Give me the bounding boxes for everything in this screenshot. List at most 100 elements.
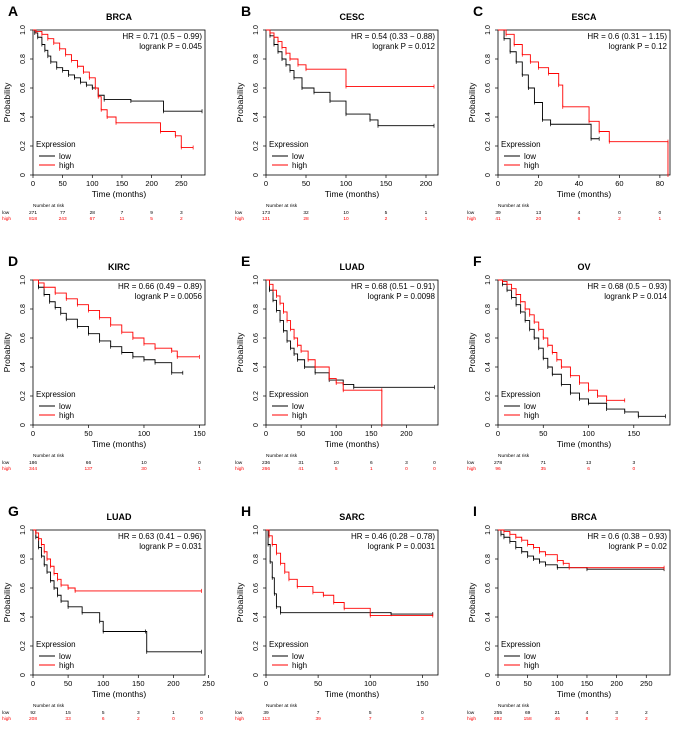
hr-text: HR = 0.68 (0.5 − 0.93) xyxy=(587,282,667,291)
legend-label-high: high xyxy=(524,411,539,420)
risk-count-high: 2 xyxy=(618,216,621,222)
risk-count-high: 2 xyxy=(137,716,140,722)
logrank-p-text: logrank P = 0.031 xyxy=(139,542,202,551)
logrank-p-text: logrank P = 0.014 xyxy=(604,292,667,301)
legend-label-high: high xyxy=(292,661,307,670)
legend-title: Expression xyxy=(269,390,309,399)
y-tick-label: 0 xyxy=(485,173,492,177)
x-axis-label: Time (months) xyxy=(92,439,147,449)
risk-count-low: 28 xyxy=(90,210,96,216)
risk-count-low: 6 xyxy=(370,460,373,466)
y-axis-label: Probability xyxy=(2,582,12,622)
x-axis-label: Time (months) xyxy=(325,439,380,449)
risk-count-high: 2 xyxy=(180,216,183,222)
y-tick-label: 0.8 xyxy=(20,554,27,564)
y-tick-label: 0.2 xyxy=(253,141,260,151)
x-tick-label: 0 xyxy=(496,179,500,188)
x-tick-label: 100 xyxy=(582,429,595,438)
risk-table-header: Number at risk xyxy=(266,703,298,709)
y-tick-label: 0.4 xyxy=(20,112,27,122)
risk-count-low: 5 xyxy=(102,710,105,716)
y-tick-label: 0.6 xyxy=(485,583,492,593)
risk-count-high: 33 xyxy=(65,716,71,722)
legend-label-low: low xyxy=(524,152,536,161)
risk-count-high: 10 xyxy=(343,216,349,222)
risk-count-high: 344 xyxy=(29,466,37,472)
x-tick-label: 150 xyxy=(193,429,206,438)
y-axis-label: Probability xyxy=(235,82,245,122)
y-tick-label: 0.2 xyxy=(20,141,27,151)
legend-title: Expression xyxy=(269,640,309,649)
risk-count-low: 3 xyxy=(615,710,618,716)
panel-letter: C xyxy=(473,3,483,19)
plot-frame xyxy=(497,529,671,676)
risk-count-high: 39 xyxy=(315,716,321,722)
x-tick-label: 200 xyxy=(167,679,180,688)
risk-row-label-high: high xyxy=(2,216,11,222)
x-tick-label: 50 xyxy=(314,679,322,688)
risk-count-high: 3 xyxy=(615,716,618,722)
risk-count-high: 46 xyxy=(555,716,561,722)
hr-text: HR = 0.68 (0.51 − 0.91) xyxy=(351,282,435,291)
risk-count-high: 67 xyxy=(90,216,96,222)
hr-text: HR = 0.54 (0.33 − 0.88) xyxy=(351,32,435,41)
risk-count-low: 66 xyxy=(86,460,92,466)
y-tick-label: 0.4 xyxy=(253,362,260,372)
y-tick-label: 0.2 xyxy=(485,391,492,401)
plot-frame xyxy=(497,279,671,426)
legend-label-low: low xyxy=(59,152,71,161)
risk-count-low: 3 xyxy=(632,460,635,466)
hr-text: HR = 0.71 (0.5 − 0.99) xyxy=(122,32,202,41)
km-curve-low xyxy=(266,29,434,127)
risk-count-low: 0 xyxy=(198,460,201,466)
km-curve-low xyxy=(498,29,600,140)
risk-row-label-high: high xyxy=(467,466,476,472)
x-tick-label: 250 xyxy=(175,179,188,188)
y-tick-label: 0.6 xyxy=(253,333,260,343)
risk-count-low: 5 xyxy=(369,710,372,716)
risk-count-low: 9 xyxy=(150,210,153,216)
logrank-p-text: logrank P = 0.02 xyxy=(609,542,668,551)
risk-count-low: 0 xyxy=(618,210,621,216)
risk-count-high: 8 xyxy=(586,716,589,722)
risk-row-label-low: low xyxy=(235,210,243,216)
x-tick-label: 100 xyxy=(97,679,110,688)
legend-label-low: low xyxy=(292,152,304,161)
legend-label-high: high xyxy=(59,661,74,670)
risk-count-high: 5 xyxy=(335,466,338,472)
y-axis-label: Probability xyxy=(467,582,477,622)
risk-count-low: 0 xyxy=(421,710,424,716)
legend-title: Expression xyxy=(501,390,541,399)
logrank-p-text: logrank P = 0.012 xyxy=(372,42,435,51)
y-axis-label: Probability xyxy=(2,82,12,122)
x-tick-label: 50 xyxy=(523,679,531,688)
x-tick-label: 40 xyxy=(575,179,583,188)
risk-count-high: 2 xyxy=(645,716,648,722)
risk-count-low: 21 xyxy=(555,710,561,716)
x-tick-label: 150 xyxy=(380,179,393,188)
risk-count-low: 255 xyxy=(494,710,502,716)
hr-text: HR = 0.6 (0.38 − 0.93) xyxy=(587,532,667,541)
y-axis-label: Probability xyxy=(235,332,245,372)
x-tick-label: 200 xyxy=(420,179,433,188)
y-axis-label: Probability xyxy=(467,332,477,372)
risk-count-high: 0 xyxy=(200,716,203,722)
x-tick-label: 0 xyxy=(31,179,35,188)
x-tick-label: 50 xyxy=(64,679,72,688)
risk-count-low: 3 xyxy=(180,210,183,216)
risk-count-low: 77 xyxy=(60,210,66,216)
risk-count-low: 7 xyxy=(121,210,124,216)
x-tick-label: 100 xyxy=(551,679,564,688)
risk-table-header: Number at risk xyxy=(266,453,298,459)
risk-count-low: 1 xyxy=(172,710,175,716)
risk-count-low: 92 xyxy=(30,710,36,716)
legend-title: Expression xyxy=(36,640,76,649)
y-tick-label: 0.4 xyxy=(20,362,27,372)
risk-row-label-low: low xyxy=(235,460,243,466)
risk-row-label-low: low xyxy=(467,210,475,216)
x-tick-label: 200 xyxy=(400,429,413,438)
plot-frame xyxy=(32,29,206,176)
risk-count-high: 158 xyxy=(524,716,532,722)
